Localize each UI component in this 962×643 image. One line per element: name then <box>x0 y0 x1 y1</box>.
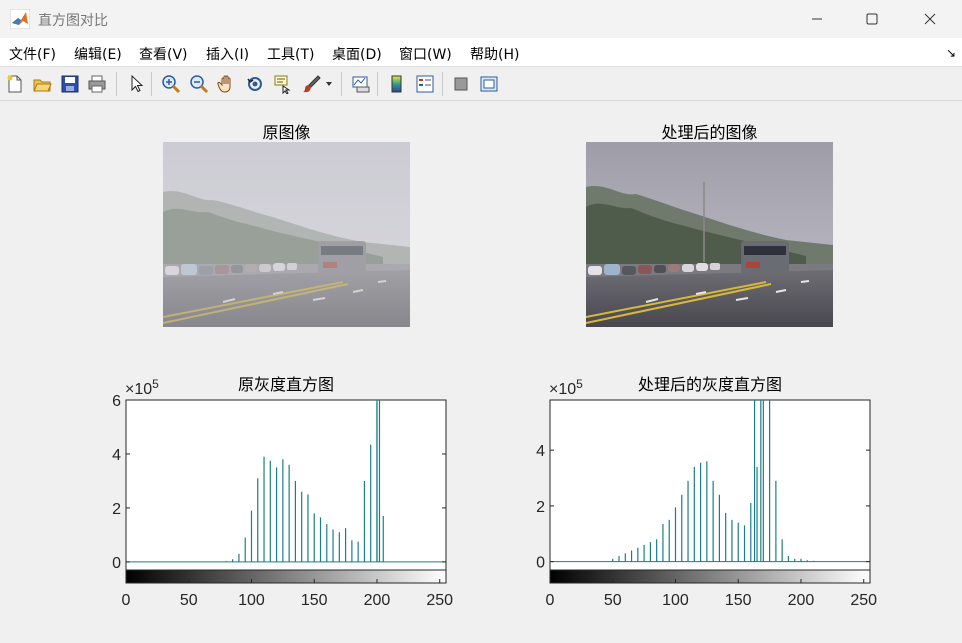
menu-help[interactable]: 帮助(H) <box>470 47 520 63</box>
exponent-base: ×10 <box>549 381 576 398</box>
maximize-icon <box>866 13 878 25</box>
menu-edit[interactable]: 编辑(E) <box>74 47 122 63</box>
menu-view[interactable]: 查看(V) <box>139 47 188 63</box>
y-tick-label: 4 <box>536 443 545 460</box>
print-icon[interactable] <box>85 72 109 96</box>
dock-arrow-icon[interactable]: ↘ <box>945 46 956 60</box>
link-plot-icon[interactable] <box>349 72 373 96</box>
brush-icon[interactable] <box>299 72 323 96</box>
minimize-icon <box>812 18 822 20</box>
toolbar-separator <box>116 72 117 96</box>
processed-image[interactable] <box>586 142 833 327</box>
toolbar-separator <box>377 72 378 96</box>
window-title: 直方图对比 <box>38 13 108 29</box>
brush-dropdown-button[interactable] <box>322 72 336 96</box>
chart-title: 原灰度直方图 <box>238 375 334 394</box>
data-cursor-icon[interactable] <box>271 72 295 96</box>
grayscale-colorbar <box>549 569 871 584</box>
legend-icon[interactable] <box>413 72 437 96</box>
chevron-down-icon <box>326 82 332 86</box>
menu-tools[interactable]: 工具(T) <box>267 47 315 63</box>
stem-series <box>126 400 446 563</box>
minimize-button[interactable] <box>792 0 842 38</box>
matlab-logo-icon <box>10 9 30 29</box>
title-bar[interactable]: 直方图对比 <box>0 0 962 38</box>
y-tick-label: 4 <box>112 447 121 464</box>
y-tick-label: 2 <box>112 501 121 518</box>
exponent-base: ×10 <box>125 381 152 398</box>
x-tick-label: 100 <box>662 592 689 609</box>
x-tick-label: 200 <box>788 592 815 609</box>
original-image[interactable] <box>163 142 410 327</box>
zoom-in-icon[interactable] <box>159 72 183 96</box>
exponent-power: 5 <box>576 377 583 391</box>
y-tick-label: 0 <box>536 555 545 572</box>
x-tick-label: 100 <box>238 592 265 609</box>
x-tick-label: 250 <box>850 592 877 609</box>
plot-area: 0 2 4 6 0 50 100 150 200 250 <box>112 393 453 609</box>
rotate-3d-icon[interactable] <box>243 72 267 96</box>
toolbar-separator <box>341 72 342 96</box>
exponent-power: 5 <box>152 377 159 391</box>
axes-box <box>125 399 447 571</box>
pointer-icon[interactable] <box>124 72 148 96</box>
menu-file[interactable]: 文件(F) <box>9 47 56 63</box>
y-tick-label: 2 <box>536 499 545 516</box>
show-plot-tools-icon[interactable] <box>477 72 501 96</box>
colorbar-icon[interactable] <box>385 72 409 96</box>
x-tick-label: 150 <box>301 592 328 609</box>
original-histogram-chart[interactable]: 原灰度直方图 ×105 0 2 4 6 0 50 100 150 200 250 <box>100 370 470 620</box>
chart-title: 处理后的灰度直方图 <box>638 375 782 394</box>
axes-box <box>549 399 871 571</box>
figure-canvas[interactable]: 原图像 <box>0 102 962 643</box>
x-tick-label: 0 <box>122 592 131 609</box>
toolbar-separator <box>151 72 152 96</box>
x-tick-label: 250 <box>426 592 453 609</box>
exponent-label: ×105 <box>549 377 583 398</box>
exponent-label: ×105 <box>125 377 159 398</box>
maximize-button[interactable] <box>847 0 897 38</box>
x-tick-label: 200 <box>364 592 391 609</box>
save-icon[interactable] <box>58 72 82 96</box>
menu-desktop[interactable]: 桌面(D) <box>332 47 382 63</box>
new-figure-icon[interactable] <box>3 72 27 96</box>
y-tick-label: 6 <box>112 393 121 410</box>
open-file-icon[interactable] <box>30 72 54 96</box>
x-tick-label: 150 <box>725 592 752 609</box>
close-button[interactable] <box>905 0 955 38</box>
close-icon <box>924 13 936 25</box>
y-tick-label: 0 <box>112 555 121 572</box>
menu-insert[interactable]: 插入(I) <box>206 47 250 63</box>
processed-histogram-chart[interactable]: 处理后的灰度直方图 ×105 0 2 4 0 50 100 150 200 250 <box>524 370 894 620</box>
menu-window[interactable]: 窗口(W) <box>399 47 452 63</box>
stem-series <box>550 400 870 563</box>
x-tick-label: 50 <box>180 592 198 609</box>
x-tick-label: 50 <box>604 592 622 609</box>
hide-plot-tools-icon[interactable] <box>449 72 473 96</box>
pan-hand-icon[interactable] <box>215 72 239 96</box>
x-tick-label: 0 <box>546 592 555 609</box>
grayscale-colorbar <box>125 569 447 584</box>
figure-toolbar <box>0 67 962 101</box>
zoom-out-icon[interactable] <box>187 72 211 96</box>
toolbar-separator <box>442 72 443 96</box>
menu-bar: 文件(F) 编辑(E) 查看(V) 插入(I) 工具(T) 桌面(D) 窗口(W… <box>0 38 962 67</box>
original-image-title: 原图像 <box>262 123 311 142</box>
processed-image-title: 处理后的图像 <box>661 123 758 142</box>
plot-area: 0 2 4 0 50 100 150 200 250 <box>536 399 877 609</box>
